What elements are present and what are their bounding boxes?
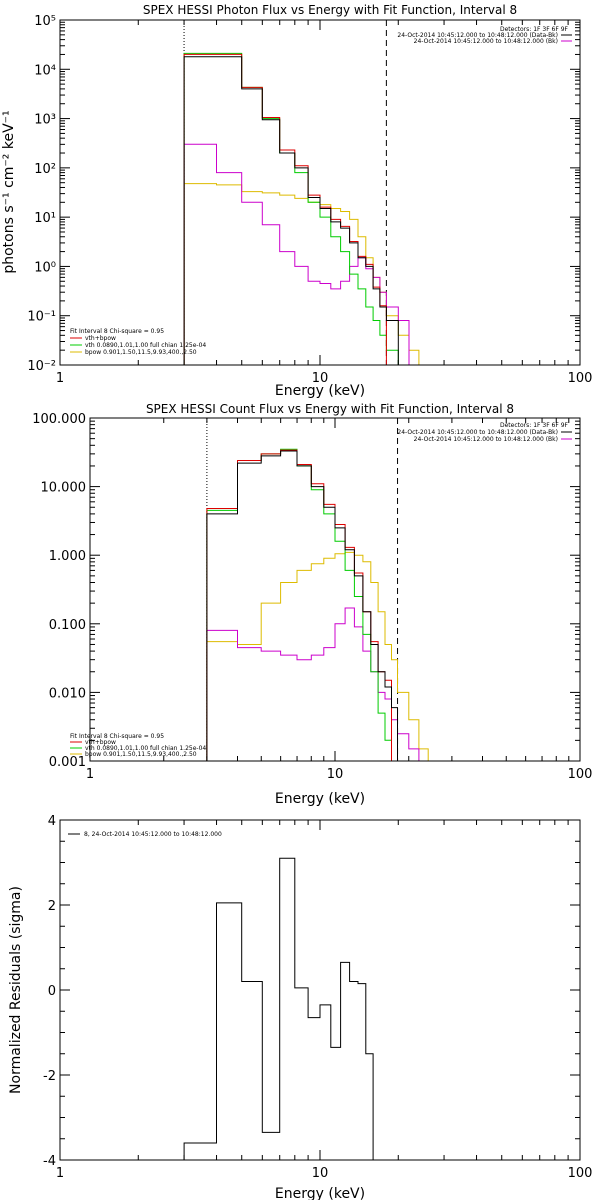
y-axis-label: photons s⁻¹ cm⁻² keV⁻¹ [1,110,17,273]
x-axis-label: Energy (keV) [275,383,365,399]
legend-entry: vth+bpow [85,335,116,342]
x-tick-label: 10 [312,1166,329,1181]
x-axis-label: Energy (keV) [275,791,365,807]
legend-header: Fit Interval 8 Chi-square = 0.95 [70,733,164,740]
data-series [183,857,387,1161]
legend-entry: 8, 24-Oct-2014 10:45:12.000 to 10:48:12.… [84,831,222,838]
data-series [183,56,399,365]
x-tick-label: 100 [568,371,593,386]
legend: 8, 24-Oct-2014 10:45:12.000 to 10:48:12.… [68,831,222,838]
y-tick-label: 0 [48,984,56,999]
legend-entry: vth+bpow [85,739,116,746]
legend-entry: bpow 0.901,1.50,11.5,9.93,400.,2.50 [85,751,197,758]
y-tick-label: 100.000 [32,412,86,427]
chart-title: SPEX HESSI Photon Flux vs Energy with Fi… [143,3,517,17]
y-tick-label: 10² [34,162,56,177]
x-axis-label: Energy (keV) [275,1186,365,1200]
y-tick-label: 4 [48,814,56,829]
y-tick-label: 0.100 [49,618,86,633]
x-tick-label: 10 [327,767,344,782]
legend-entry: 24-Oct-2014 10:45:12.000 to 10:48:12.000… [397,32,558,39]
y-tick-label: 2 [48,899,56,914]
background-series [206,607,420,761]
y-tick-label: 10⁻² [27,359,56,374]
bpow-series [206,551,429,761]
legend-entry: vth 0.0890,1.01,1.00 full chian 1.25e-04 [85,745,206,752]
legend-header: Detectors: 1F 3F 6F 9F [500,422,569,429]
y-tick-label: 10⁵ [34,14,56,29]
plot-frame [59,819,581,1161]
axis-ticks: 1 10 100 0.001 0.010 0.100 1.000 10.000 100.000 [32,412,592,782]
x-tick-label: 100 [568,1166,593,1181]
y-tick-label: 0.001 [49,755,86,770]
plot-series [206,418,429,762]
axis-ticks: 1 10 100 -4 -2 0 2 4 [43,814,592,1181]
residuals-panel: 1 10 100 -4 -2 0 2 4 Energy (keV) Normalized Re… [8,814,592,1200]
background-series [183,143,410,365]
vth-series [206,448,398,762]
count-flux-panel: SPEX HESSI Count Flux vs Energy with Fit… [32,402,592,807]
y-tick-label: 1.000 [49,549,86,564]
total-series [183,53,387,365]
plot-frame [89,417,581,762]
y-tick-label: 10¹ [34,211,56,226]
legend-entry: 24-Oct-2014 10:45:12.000 to 10:48:12.000… [397,429,558,436]
legend-entry: bpow 0.901,1.50,11.5,9.93,400.,2.50 [85,349,197,356]
legend-right: Detectors: 1F 3F 6F 9F 24-Oct-2014 10:45… [397,26,572,45]
x-tick-label: 100 [568,767,593,782]
x-tick-label: 1 [56,371,64,386]
x-tick-label: 1 [86,767,94,782]
y-tick-label: 10³ [34,113,56,128]
y-tick-label: 10.000 [41,481,87,496]
legend-left: Fit Interval 8 Chi-square = 0.95 vth+bpo… [70,733,206,758]
bpow-series [183,183,420,365]
x-tick-label: 1 [56,1166,64,1181]
legend-entry: 24-Oct-2014 10:45:12.000 to 10:48:12.000… [414,436,558,443]
y-tick-label: 10⁻¹ [27,310,56,325]
axis-ticks: 1 10 100 10⁻² 10⁻¹ 10⁰ 10¹ 10² 10³ 10⁴ 10⁵ [27,14,592,386]
chart-title: SPEX HESSI Count Flux vs Energy with Fit… [146,402,514,416]
y-tick-label: -4 [43,1154,56,1169]
total-series [206,449,392,761]
x-tick-label: 10 [312,371,329,386]
vth-series [183,52,409,366]
plot-series [183,20,420,366]
y-tick-label: 0.010 [49,686,86,701]
legend-left: Fit Interval 8 Chi-square = 0.95 vth+bpo… [70,328,206,356]
legend-header: Fit Interval 8 Chi-square = 0.95 [70,328,164,335]
y-tick-label: 10⁴ [34,63,56,78]
legend-entry: vth 0.0890,1.01,1.00 full chian 1.25e-04 [85,342,206,349]
y-tick-label: -2 [43,1069,56,1084]
data-series [206,450,398,761]
legend-right: Detectors: 1F 3F 6F 9F 24-Oct-2014 10:45… [397,422,572,443]
y-axis-label: Normalized Residuals (sigma) [8,886,24,1094]
photon-flux-panel: SPEX HESSI Photon Flux vs Energy with Fi… [1,3,592,399]
plot-frame [59,19,581,366]
legend-header: Detectors: 1F 3F 6F 9F [500,26,569,33]
y-tick-label: 10⁰ [34,260,56,275]
plot-series [183,857,387,1161]
legend-entry: 24-Oct-2014 10:45:12.000 to 10:48:12.000… [414,38,558,45]
